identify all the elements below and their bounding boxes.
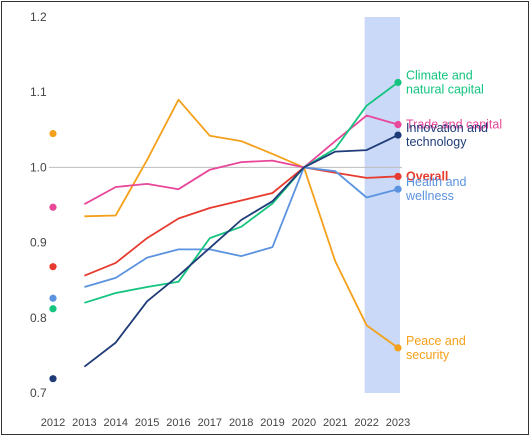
x-tick-label: 2017: [198, 417, 222, 429]
y-tick-label: 0.9: [30, 236, 47, 250]
x-tick-label: 2016: [166, 417, 190, 429]
series-label-trade-and-capital: Trade and capital: [406, 118, 502, 132]
series-end-point-trade-and-capital: [394, 120, 402, 129]
y-tick-label: 1.0: [30, 160, 47, 174]
x-tick-label: 2012: [41, 417, 65, 429]
highlight-band: [364, 17, 400, 393]
series-start-point-innovation-and-technology: [49, 375, 57, 383]
series-label-innovation-and-technology: Innovation and technology: [406, 121, 488, 149]
y-tick-label: 0.7: [30, 386, 47, 400]
series-label-overall: Overall: [406, 169, 448, 183]
series-end-point-innovation-and-technology: [394, 131, 402, 139]
x-tick-label: 2014: [103, 417, 127, 429]
series-line-health-and-wellness: [84, 166, 399, 288]
series-end-point-health-and-wellness: [394, 185, 402, 193]
series-line-peace-and-security: [84, 98, 399, 349]
series-line-trade-and-capital: [83, 114, 399, 205]
x-tick-label: 2019: [260, 417, 284, 429]
series-line-innovation-and-technology: [83, 134, 399, 368]
y-tick-label: 1.2: [30, 10, 47, 24]
series-start-point-health-and-wellness: [49, 294, 57, 302]
series-start-point-climate-and-natural-capital: [49, 305, 57, 313]
y-tick-label: 0.8: [30, 311, 47, 325]
series-end-point-climate-and-natural-capital: [394, 78, 402, 87]
x-tick-label: 2020: [292, 417, 316, 429]
series-start-point-trade-and-capital: [49, 203, 57, 211]
series-end-point-peace-and-security: [394, 344, 402, 352]
series-start-point-peace-and-security: [49, 129, 57, 138]
series-end-point-overall: [394, 172, 402, 181]
x-tick-label: 2022: [354, 417, 378, 429]
series-line-overall: [84, 166, 399, 277]
x-tick-label: 2018: [229, 417, 253, 429]
y-tick-label: 1.1: [30, 85, 47, 99]
series-line-climate-and-natural-capital: [84, 81, 399, 304]
series-label-climate-and-natural-capital: Climate and natural capital: [406, 68, 484, 96]
series-label-peace-and-security: Peace and security: [406, 334, 466, 362]
series-start-point-overall: [49, 263, 57, 271]
x-tick-label: 2013: [72, 417, 96, 429]
x-tick-label: 2021: [323, 417, 347, 429]
x-tick-label: 2023: [386, 417, 410, 429]
x-tick-label: 2015: [135, 417, 159, 429]
series-label-health-and-wellness: Health and wellness: [405, 175, 467, 203]
